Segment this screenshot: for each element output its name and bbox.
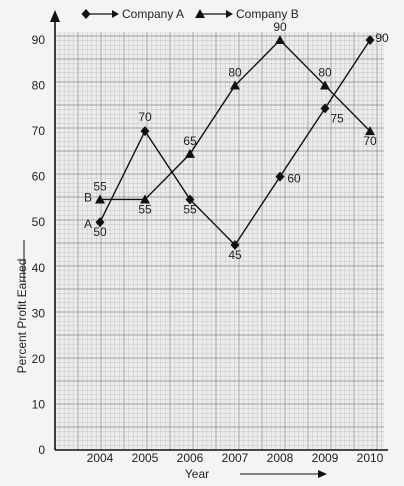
legend-item: Company B — [195, 7, 299, 21]
x-tick-label: 2009 — [312, 451, 339, 465]
data-label: 65 — [183, 134, 197, 148]
y-tick-label: 40 — [32, 261, 46, 275]
triangle-marker — [140, 194, 150, 204]
data-label: 75 — [330, 111, 344, 125]
legend-item: Company A — [81, 7, 184, 21]
chart-series: 50 70 55 45 60 75 90 A 55 55 65 80 90 80 70 B — [84, 20, 389, 262]
data-label: 55 — [183, 202, 197, 216]
y-tick-label: 80 — [32, 79, 46, 93]
diamond-marker — [275, 171, 285, 182]
series-company-b: 55 55 65 80 90 80 70 B — [84, 20, 377, 216]
series-end-label: A — [84, 217, 92, 231]
diamond-marker — [365, 35, 375, 45]
data-label: 45 — [228, 248, 242, 262]
data-label: 60 — [287, 172, 301, 186]
data-label: 80 — [228, 66, 242, 80]
diamond-marker — [95, 217, 105, 228]
data-label: 50 — [93, 225, 107, 239]
x-axis-label: Year — [185, 467, 209, 481]
diamond-marker — [320, 103, 330, 114]
x-label-arrow-head — [318, 470, 327, 478]
data-label: 55 — [93, 179, 107, 193]
diamond-marker — [230, 240, 240, 250]
x-tick-label: 2007 — [222, 451, 249, 465]
data-label: 90 — [375, 31, 389, 45]
series-end-label: B — [84, 190, 92, 204]
diamond-marker — [185, 194, 195, 205]
x-tick-label: 2004 — [87, 451, 114, 465]
series-company-a: 50 70 55 45 60 75 90 A — [84, 31, 389, 262]
x-tick-label: 2010 — [357, 451, 384, 465]
y-tick-label: 90 — [32, 33, 46, 47]
x-tick-label: 2006 — [177, 451, 204, 465]
x-tick-label: 2008 — [267, 451, 294, 465]
x-axis-ticks: 2004 2005 2006 2007 2008 2009 2010 — [87, 451, 384, 465]
legend-arrow — [226, 10, 233, 18]
legend-arrow — [112, 10, 119, 18]
y-tick-label: 70 — [32, 124, 46, 138]
legend-label: Company A — [122, 7, 184, 21]
triangle-marker — [185, 148, 195, 158]
y-tick-label: 0 — [38, 443, 45, 457]
y-tick-label: 50 — [32, 215, 46, 229]
y-tick-label: 20 — [32, 352, 46, 366]
y-tick-label: 60 — [32, 170, 46, 184]
data-label: 90 — [273, 20, 287, 34]
chart-axes — [23, 10, 388, 478]
triangle-marker — [320, 80, 330, 90]
data-label: 70 — [363, 134, 377, 148]
y-axis-arrow — [50, 10, 60, 22]
triangle-marker — [275, 35, 285, 44]
x-tick-label: 2005 — [132, 451, 159, 465]
triangle-marker — [230, 80, 240, 90]
data-label: 70 — [138, 110, 152, 124]
diamond-marker — [140, 126, 150, 137]
triangle-marker — [365, 126, 375, 136]
data-label: 80 — [318, 66, 332, 80]
y-axis-ticks: 0 10 20 30 40 50 60 70 80 90 — [32, 33, 46, 457]
data-label: 55 — [138, 202, 152, 216]
triangle-marker — [95, 194, 105, 204]
chart-legend: Company A Company B — [81, 7, 299, 21]
y-axis-label: Percent Profit Earned — [15, 259, 29, 374]
legend-label: Company B — [236, 7, 299, 21]
y-tick-label: 30 — [32, 306, 46, 320]
y-tick-label: 10 — [32, 397, 46, 411]
